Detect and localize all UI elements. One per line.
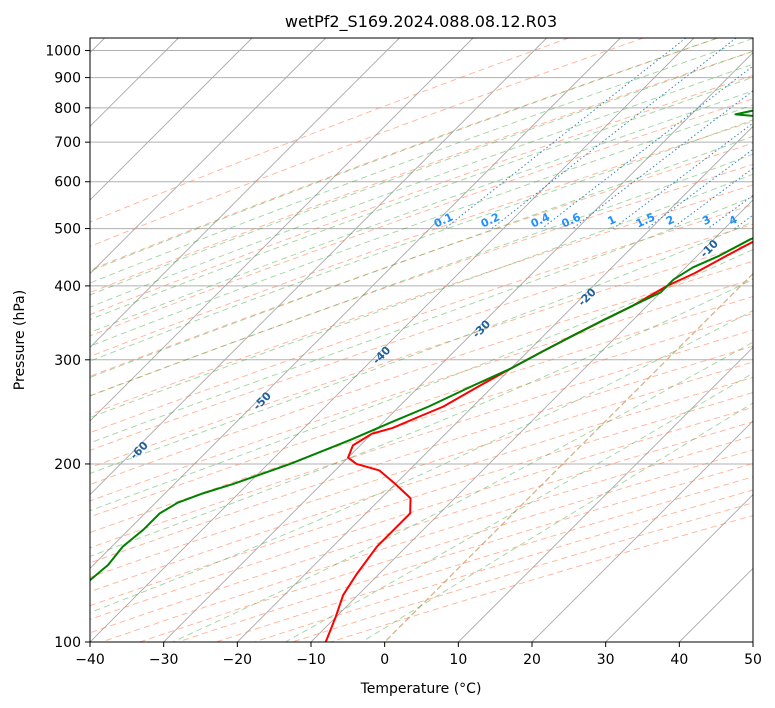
- dewpoint-profile-line: [90, 109, 753, 582]
- dry-adiabat: [90, 142, 753, 377]
- x-tick-label: 20: [523, 652, 541, 668]
- plot-frame: [89, 37, 754, 643]
- x-tick-label: 10: [449, 652, 467, 668]
- dry-adiabat: [90, 184, 753, 415]
- x-tick-label: −40: [75, 652, 105, 668]
- plot-area: [90, 38, 753, 642]
- mixing-ratio-line: [541, 65, 753, 229]
- isotherm: [90, 38, 326, 275]
- mixing-ratio-lines: [444, 38, 753, 229]
- dry-adiabat: [90, 278, 753, 502]
- dry-adiabat: [90, 163, 753, 397]
- dry-adiabat: [90, 38, 569, 223]
- y-tick-label: 700: [54, 135, 81, 151]
- moist-adiabat: [90, 278, 753, 557]
- plot-layers: -100-90-80-70-60-50-40-30-20-10010203040…: [6, 38, 775, 642]
- x-tick-label: 30: [597, 652, 615, 668]
- y-tick-label: 500: [54, 222, 81, 238]
- isotherm: [90, 38, 474, 422]
- moist-adiabat: [90, 310, 753, 614]
- y-axis-ticks: 100 200 300 400 500 600 700 800 900 1000: [45, 44, 90, 651]
- dry-adiabat: [90, 223, 753, 451]
- y-tick-label: 400: [54, 279, 81, 295]
- moist-adiabat: [90, 196, 753, 444]
- x-axis-label: Temperature (°C): [360, 681, 482, 697]
- y-tick-label: 900: [54, 71, 81, 87]
- y-tick-label: 800: [54, 101, 81, 117]
- x-tick-label: −30: [149, 652, 179, 668]
- y-tick-label: 1000: [45, 44, 81, 60]
- grid-lines: [90, 50, 753, 642]
- x-axis-ticks: −40 −30 −20 −10 0 10 20 30 40 50: [75, 642, 762, 668]
- moist-adiabat: [172, 341, 753, 642]
- isotherm: [531, 420, 753, 642]
- isotherm: [90, 38, 400, 348]
- mixing-ratio-label: 6: [766, 213, 775, 228]
- isotherm: [752, 641, 753, 642]
- dry-adiabat: [90, 312, 753, 534]
- dry-adiabats: [90, 38, 753, 642]
- moist-adiabat: [90, 76, 753, 321]
- x-tick-label: −20: [223, 652, 253, 668]
- y-tick-label: 300: [54, 353, 81, 369]
- moist-adiabat: [90, 50, 753, 296]
- isotherm: [237, 125, 753, 642]
- isotherm: [163, 52, 753, 642]
- x-tick-label: 0: [380, 652, 389, 668]
- x-tick-label: −10: [296, 652, 326, 668]
- dry-adiabat: [90, 376, 753, 593]
- skewed-isotherms: [90, 38, 753, 642]
- y-axis-label: Pressure (hPa): [12, 290, 28, 390]
- dry-adiabat: [90, 361, 753, 578]
- y-tick-label: 200: [54, 457, 81, 473]
- dry-adiabat: [90, 329, 753, 549]
- isotherm: [90, 38, 621, 569]
- moist-adiabat: [90, 153, 753, 397]
- mixing-ratio-line: [671, 167, 753, 229]
- moist-adiabat: [90, 90, 753, 333]
- moist-adiabat: [90, 38, 717, 272]
- profile-series: [90, 109, 753, 642]
- x-tick-label: 50: [744, 652, 762, 668]
- dry-adiabat-label: -70: [6, 486, 29, 509]
- isotherm: [458, 346, 753, 642]
- chart-title: wetPf2_S169.2024.088.08.12.R03: [285, 12, 557, 32]
- y-tick-label: 600: [54, 175, 81, 191]
- mixing-ratio-line: [572, 90, 753, 229]
- isotherm: [90, 38, 695, 642]
- dry-adiabat: [90, 50, 753, 294]
- moist-adiabat: [90, 173, 753, 419]
- dry-adiabat: [90, 98, 753, 337]
- moist-adiabat: [90, 63, 753, 308]
- moist-adiabat: [90, 119, 753, 362]
- isotherm: [90, 38, 253, 201]
- isotherm: [90, 38, 547, 496]
- isotherm: [605, 494, 753, 642]
- dry-adiabat: [90, 120, 753, 357]
- freezing-isotherm: [384, 272, 753, 642]
- dry-adiabat: [90, 74, 753, 316]
- x-tick-label: 40: [670, 652, 688, 668]
- y-tick-label: 100: [54, 635, 81, 651]
- isotherm: [310, 199, 753, 642]
- dry-adiabat: [90, 38, 644, 247]
- dry-adiabat: [90, 242, 753, 469]
- moist-adiabats: [90, 38, 753, 642]
